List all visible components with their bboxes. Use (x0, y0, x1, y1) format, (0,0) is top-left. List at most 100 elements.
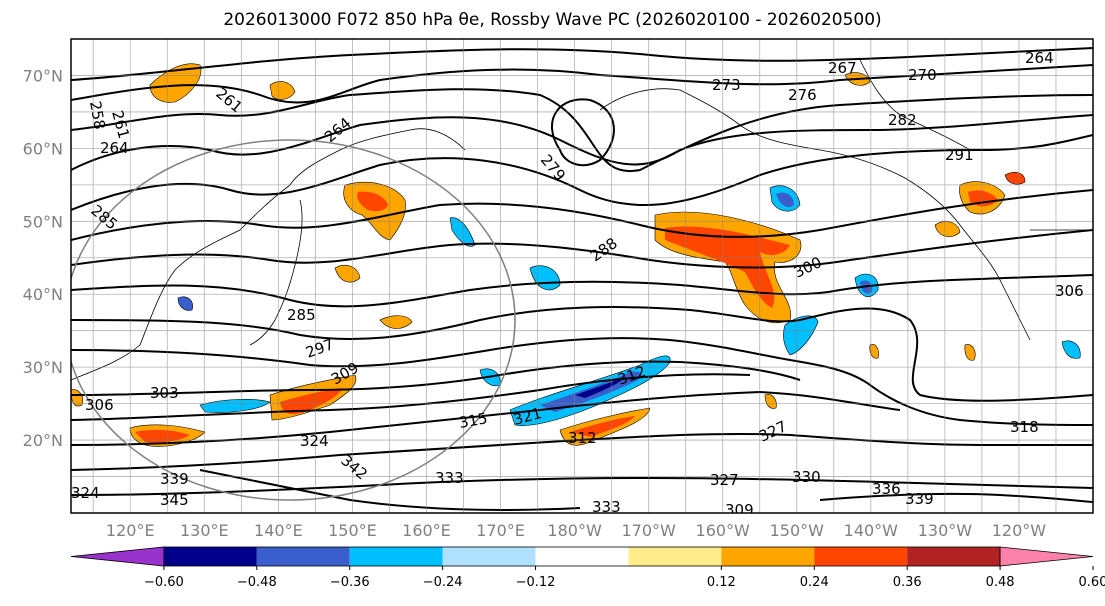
negative-anomaly-patch (776, 192, 794, 208)
contour-line (71, 306, 1093, 402)
contour-label: 270 (908, 66, 937, 84)
longitude-tick-label: 170°W (621, 521, 676, 540)
latitude-tick-label: 50°N (23, 212, 63, 231)
contour-line (71, 337, 1093, 426)
colorbar-ticks: −0.60 −0.48 −0.36 −0.24 −0.12 0.12 0.24 0.36 0.4… (144, 566, 1105, 590)
longitude-tick-label: 140°E (254, 521, 303, 540)
colorbar-extend-high (999, 546, 1094, 567)
contour-label: 285 (287, 306, 316, 324)
plot-area: 264 267 270 273 276 282 291 261 258 264 … (71, 39, 1093, 513)
contour-label: 330 (792, 468, 821, 486)
contour-line (71, 114, 1093, 171)
contour-label: 333 (435, 469, 464, 487)
positive-anomaly-patch (665, 226, 790, 308)
colorbar-tick-label: 0.60 (1079, 575, 1105, 590)
positive-anomaly-patch (570, 416, 635, 437)
positive-anomaly-patch (1004, 172, 1026, 185)
colorbar-tick-label: −0.36 (330, 575, 370, 590)
contour-label: 264 (321, 114, 355, 146)
longitude-labels: 120°E 130°E 140°E 150°E 160°E 170°E 180°W 170°W… (106, 521, 1046, 540)
contour-line (71, 189, 1093, 241)
positive-anomaly-patch (135, 429, 190, 443)
positive-anomaly-patch (269, 81, 296, 100)
contour-label: 291 (945, 146, 974, 164)
coastline (599, 88, 1031, 341)
positive-anomaly-patch (379, 315, 413, 329)
colorbar-boxes (70, 546, 1094, 567)
contour-line (71, 373, 751, 421)
positive-anomaly-patch (280, 388, 342, 415)
map-plot: 264 267 270 273 276 282 291 261 258 264 … (23, 38, 1094, 540)
longitude-tick-label: 140°W (844, 521, 899, 540)
negative-anomaly-patch (529, 265, 561, 291)
colorbar-tick-label: −0.60 (144, 575, 184, 590)
theta-e-contours (71, 47, 1093, 511)
contour-line (71, 229, 1093, 269)
colorbar-tick-label: 0.24 (800, 575, 829, 590)
region-circle (71, 139, 516, 501)
negative-anomaly-patch (177, 296, 193, 311)
contour-label: 327 (710, 471, 739, 489)
latitude-tick-label: 60°N (23, 139, 63, 158)
positive-anomaly-patch (964, 344, 976, 361)
positive-anomaly-patch (869, 344, 879, 359)
contour-label: 327 (756, 417, 790, 445)
negative-anomaly-patch (449, 217, 476, 247)
contour-label: 315 (458, 409, 489, 432)
negative-anomaly-patch (575, 377, 625, 398)
contour-label: 276 (788, 86, 817, 104)
contour-label: 324 (300, 432, 329, 450)
contour-label: 345 (160, 491, 189, 509)
longitude-tick-label: 180°W (547, 521, 602, 540)
positive-anomaly-patch (764, 394, 777, 409)
longitude-tick-label: 130°E (180, 521, 229, 540)
latitude-tick-label: 20°N (23, 431, 63, 450)
latitude-labels: 70°N 60°N 50°N 40°N 30°N 20°N (23, 66, 63, 450)
colorbar-tick-label: 0.48 (986, 575, 1015, 590)
longitude-tick-label: 150°E (328, 521, 377, 540)
contour-label: 297 (303, 335, 336, 362)
contour-label: 312 (615, 362, 648, 389)
contour-line (71, 88, 1093, 173)
contour-label: 306 (85, 396, 114, 414)
negative-anomaly-patch (199, 399, 271, 413)
contour-label: 312 (568, 429, 597, 447)
contour-line (71, 360, 801, 396)
colorbar-tick-label: 0.12 (707, 575, 736, 590)
latitude-tick-label: 40°N (23, 285, 63, 304)
contour-label: 342 (337, 451, 371, 483)
colorbar-segment (163, 547, 257, 566)
colorbar-tick-label: 0.36 (893, 575, 922, 590)
negative-anomaly-patch (1061, 340, 1081, 359)
contour-line (550, 98, 615, 167)
contour-labels: 264 267 270 273 276 282 291 261 258 264 … (71, 49, 1084, 513)
contour-label: 318 (1010, 418, 1039, 436)
coastline (71, 128, 466, 381)
contour-label: 267 (828, 59, 857, 77)
coastlines (71, 59, 1093, 381)
contour-line (819, 492, 1093, 503)
colorbar-segment (628, 547, 722, 566)
contour-label: 288 (587, 234, 621, 265)
contour-label: 303 (150, 384, 179, 402)
longitude-tick-label: 130°W (918, 521, 973, 540)
coastline (249, 199, 303, 346)
longitude-tick-label: 120°E (106, 521, 155, 540)
positive-anomaly-patch (357, 191, 388, 212)
positive-anomaly-patch (343, 182, 406, 241)
colorbar-segment (907, 547, 1001, 566)
contour-line (71, 476, 1093, 496)
colorbar-tick-label: −0.24 (423, 575, 463, 590)
contour-label: 339 (905, 490, 934, 508)
colorbar-outline (163, 546, 1001, 567)
colorbar-extend-low (70, 546, 165, 567)
contour-label: 324 (71, 484, 100, 502)
chart-title: 2026013000 F072 850 hPa θe, Rossby Wave … (223, 10, 882, 30)
longitude-tick-label: 150°W (770, 521, 825, 540)
contour-label: 282 (888, 111, 917, 129)
negative-anomaly-patch (783, 315, 819, 356)
colorbar-segment (442, 547, 536, 566)
contour-label: 273 (712, 76, 741, 94)
contour-line (71, 134, 1093, 211)
latitude-tick-label: 30°N (23, 358, 63, 377)
